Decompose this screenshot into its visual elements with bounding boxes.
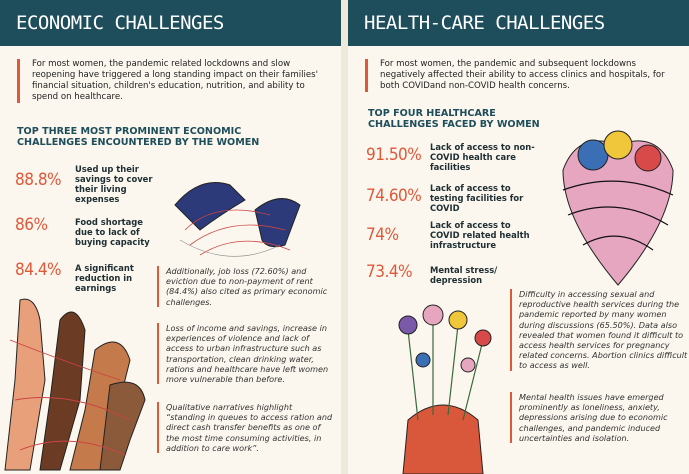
stat-value: 88.8%: [15, 170, 61, 190]
gloves-illustration: [175, 183, 300, 257]
page: {"economic": {"title": "ECONOMIC CHALLEN…: [0, 0, 689, 474]
stat-value: 74.60%: [366, 186, 421, 206]
panel-title: ECONOMIC CHALLENGES: [0, 0, 341, 46]
note-text: Mental health issues have emerged promin…: [510, 392, 689, 443]
stat-label: Lack of access to non-COVID health care …: [430, 142, 540, 172]
stat-label: Used up their savings to cover their liv…: [75, 164, 160, 204]
hands-illustration: [5, 299, 145, 470]
economic-panel: ECONOMIC CHALLENGES For most women, the …: [0, 0, 341, 474]
heart-illustration: [563, 131, 673, 285]
stat-label: Food shortage due to lack of buying capa…: [75, 217, 160, 247]
note-text: Additionally, job loss (72.60%) and evic…: [157, 266, 334, 307]
stat-value: 86%: [15, 215, 48, 235]
stat-value: 73.4%: [366, 262, 412, 282]
note-text: Loss of income and savings, increase in …: [157, 323, 334, 384]
health-panel: HEALTH-CARE CHALLENGES For most women, t…: [348, 0, 689, 474]
flowers-illustration: [399, 305, 491, 474]
stat-value: 74%: [366, 225, 399, 245]
note-text: Difficulty in accessing sexual and repro…: [510, 289, 689, 371]
stat-label: Lack of access to COVID related health i…: [430, 220, 535, 250]
section-heading: TOP THREE MOST PROMINENT ECONOMIC CHALLE…: [17, 126, 267, 148]
panel-title: HEALTH-CARE CHALLENGES: [348, 0, 689, 46]
stat-label: Lack of access to testing facilities for…: [430, 183, 540, 213]
note-text: Qualitative narratives highlight “standi…: [157, 402, 334, 453]
intro-text: For most women, the pandemic and subsequ…: [365, 59, 670, 92]
stat-value: 91.50%: [366, 145, 421, 165]
stat-label: Mental stress/ depression: [430, 265, 510, 285]
stat-value: 84.4%: [15, 260, 61, 280]
stat-label: A significant reduction in earnings: [75, 263, 150, 293]
intro-text: For most women, the pandemic related loc…: [17, 59, 324, 103]
section-heading: TOP FOUR HEALTHCARE CHALLENGES FACED BY …: [368, 108, 548, 130]
